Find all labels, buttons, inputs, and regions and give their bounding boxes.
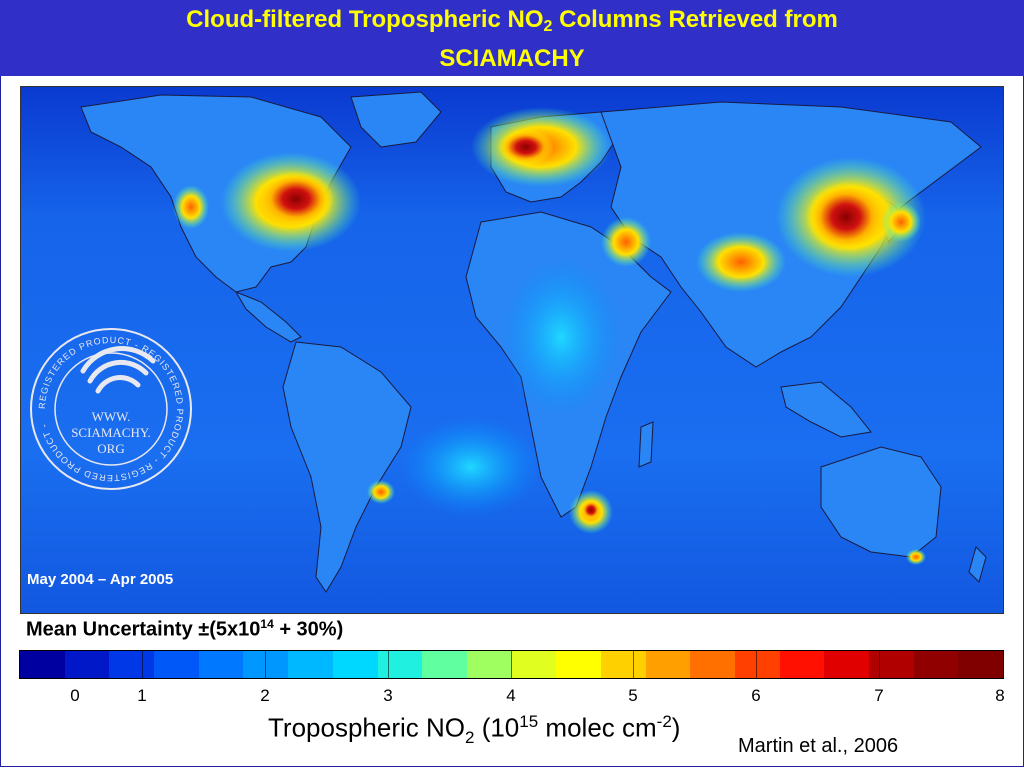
uncertainty-text: Mean Uncertainty ±(5x10 [26,618,261,641]
map-svg [21,87,1003,613]
southeast-asia-islands [780,381,872,438]
central-america [234,290,302,343]
colorbar-swatch [913,651,959,678]
colorbar-tick-mark [511,650,512,678]
axis-label-mid: (10 [474,712,520,743]
colorbar-tick-label: 6 [751,686,761,705]
colorbar-swatch [779,651,825,678]
japan-warm [881,202,921,242]
title-text-end: Columns Retrieved from [552,6,838,33]
australia [820,446,942,558]
colorbar-swatch [645,651,691,678]
colorbar-swatch [377,651,423,678]
colorbar-swatch [466,651,512,678]
stamp-www: WWW. [92,409,131,424]
colorbar-tick-mark [756,650,757,678]
colorbar-tick-label: 7 [874,686,884,705]
colorbar-swatch [958,651,1004,678]
colorbar-swatch [690,651,735,678]
stamp-tld: ORG [97,441,124,456]
time-period-label: May 2004 – Apr 2005 [27,571,174,588]
india-warm [696,232,786,292]
sciamachy-stamp-logo: REGISTERED PRODUCT - REGISTERED PRODUCT … [30,328,192,490]
greenland [350,91,442,148]
no2-world-map [20,86,1004,614]
title-text: Cloud-filtered Tropospheric NO [186,6,544,33]
colorbar-swatch [600,651,646,678]
uncertainty-text-end: + 30%) [273,618,344,641]
africa-biomass-glow [501,257,621,417]
colorbar-swatch [109,651,155,678]
no2-hotspots [173,107,926,565]
south-atlantic-background [401,417,541,517]
colorbar-swatch [64,651,110,678]
colorbar-swatch [422,651,467,678]
colorbar-tick-label: 3 [383,686,393,705]
colorbar-tick-mark [142,650,143,678]
colorbar-tick-label: 8 [995,686,1005,705]
axis-label-unit: molec cm [538,712,657,743]
china-hotspot [806,182,886,252]
colorbar-tick-label: 5 [628,686,638,705]
europe-hotspot [498,129,554,165]
colorbar-swatch [198,651,244,678]
us-east-hotspot [258,171,334,227]
colorbar-tick-mark [633,650,634,678]
colorbar-swatch [288,651,333,678]
middle-east-warm [601,217,651,267]
uncertainty-exponent: 14 [260,617,274,631]
citation: Martin et al., 2006 [738,735,899,757]
madagascar [638,421,654,468]
slide-title: Cloud-filtered Tropospheric NO2 Columns … [0,0,1024,76]
axis-label-subscript: 2 [465,727,475,747]
colorbar-swatch [556,651,601,678]
colorbar-tick-mark [879,650,880,678]
colorbar-tick-label: 2 [260,686,270,705]
stamp-domain: SCIAMACHY. [71,425,151,440]
colorbar-tick-mark [265,650,266,678]
title-line-2: SCIAMACHY [439,45,585,72]
title-subscript: 2 [543,18,553,35]
axis-label-unit-exponent: -2 [656,712,672,731]
colorbar-swatch [824,651,870,678]
colorbar-swatch [511,651,557,678]
colorbar-swatch [332,651,378,678]
wifi-arc-icon [80,346,156,394]
axis-label-close: ) [671,712,681,743]
sydney-warm [906,549,926,565]
colorbar-swatch [869,651,914,678]
colorbar-swatch [735,651,780,678]
colorbar-tick-label: 4 [506,686,516,705]
us-west-warm [173,185,209,229]
south-america [282,341,412,593]
new-zealand [968,546,987,583]
title-line-1: Cloud-filtered Tropospheric NO2 Columns … [0,4,1024,43]
axis-label-exponent: 15 [519,712,539,731]
colorbar-tick-label: 1 [137,686,147,705]
colorbar-tick-mark [388,650,389,678]
mean-uncertainty-label: Mean Uncertainty ±(5x1014 + 30%) [26,617,343,642]
south-africa-hotspot [581,500,601,520]
sao-paulo-warm [367,480,395,504]
colorbar-axis-label: Tropospheric NO2 (1015 molec cm-2) [268,712,680,748]
colorbar-swatch [20,651,65,678]
colorbar-swatch [154,651,199,678]
colorbar-tick-label: 0 [70,686,80,705]
axis-label-text: Tropospheric NO [268,712,465,743]
